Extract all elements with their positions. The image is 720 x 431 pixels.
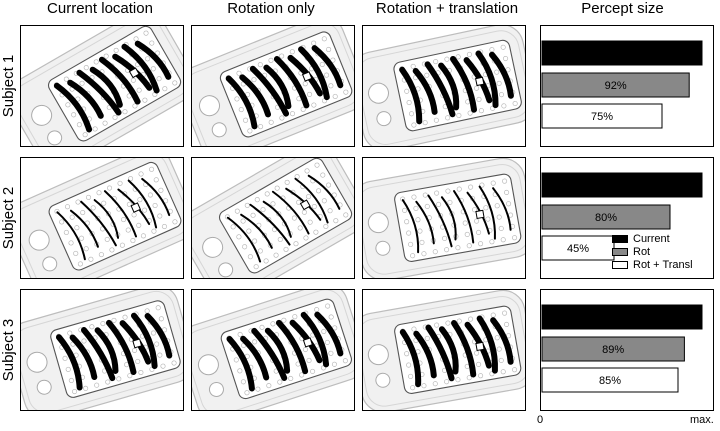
bar-value-label: 80% bbox=[595, 212, 617, 224]
bar-value-label: 45% bbox=[567, 243, 589, 255]
legend-swatch-current bbox=[612, 234, 628, 243]
electrode-array-image-2-3 bbox=[362, 157, 526, 279]
electrode-array-image-2-1 bbox=[20, 157, 184, 279]
legend-label-rot: Rot bbox=[633, 245, 651, 258]
electrode-array-image-1-3 bbox=[362, 25, 526, 147]
electrode-array-image-2-2 bbox=[191, 157, 355, 279]
x-axis-max-label: max. bbox=[690, 414, 714, 426]
legend-item-rot: Rot bbox=[612, 245, 693, 258]
bar-current bbox=[541, 172, 703, 198]
column-header-rotation-only: Rotation only bbox=[227, 0, 315, 17]
bar-chart-subject-1: 92% 75% bbox=[540, 25, 714, 147]
electrode-array-image-3-2 bbox=[191, 289, 355, 411]
column-header-current-location: Current location bbox=[47, 0, 153, 17]
legend-swatch-rot bbox=[612, 247, 628, 256]
column-header-rotation-translation: Rotation + translation bbox=[375, 0, 519, 17]
bar-chart-subject-2: 80% 45% bbox=[540, 157, 714, 279]
bar-value-label: 89% bbox=[602, 344, 624, 356]
bar-current bbox=[541, 304, 703, 330]
bar-rot-transl bbox=[541, 103, 663, 129]
bar-value-label: 85% bbox=[599, 375, 621, 387]
row-header-subject-1: Subject 1 bbox=[0, 54, 17, 118]
legend-item-rot-transl: Rot + Transl bbox=[612, 258, 693, 271]
bar-rot bbox=[541, 72, 690, 98]
electrode-array-image-1-1 bbox=[20, 25, 184, 147]
row-header-subject-2: Subject 2 bbox=[0, 186, 17, 250]
electrode-array-image-1-2 bbox=[191, 25, 355, 147]
column-header-percept-size: Percept size bbox=[581, 0, 664, 17]
bar-chart-subject-3: 89% 85% bbox=[540, 289, 714, 411]
electrode-array-image-3-3 bbox=[362, 289, 526, 411]
bar-rot-transl bbox=[541, 367, 679, 393]
legend-label-rot-transl: Rot + Transl bbox=[633, 258, 693, 271]
bar-rot bbox=[541, 204, 671, 230]
legend-label-current: Current bbox=[633, 232, 670, 245]
legend-swatch-rot-transl bbox=[612, 260, 628, 269]
bar-value-label: 92% bbox=[605, 80, 627, 92]
bar-value-label: 75% bbox=[591, 111, 613, 123]
bar-current bbox=[541, 40, 703, 66]
electrode-array-image-3-1 bbox=[20, 289, 184, 411]
legend-item-current: Current bbox=[612, 232, 693, 245]
x-axis-min-label: 0 bbox=[537, 414, 544, 426]
bar-rot bbox=[541, 336, 685, 362]
legend: Current Rot Rot + Transl bbox=[612, 232, 693, 271]
row-header-subject-3: Subject 3 bbox=[0, 318, 17, 382]
